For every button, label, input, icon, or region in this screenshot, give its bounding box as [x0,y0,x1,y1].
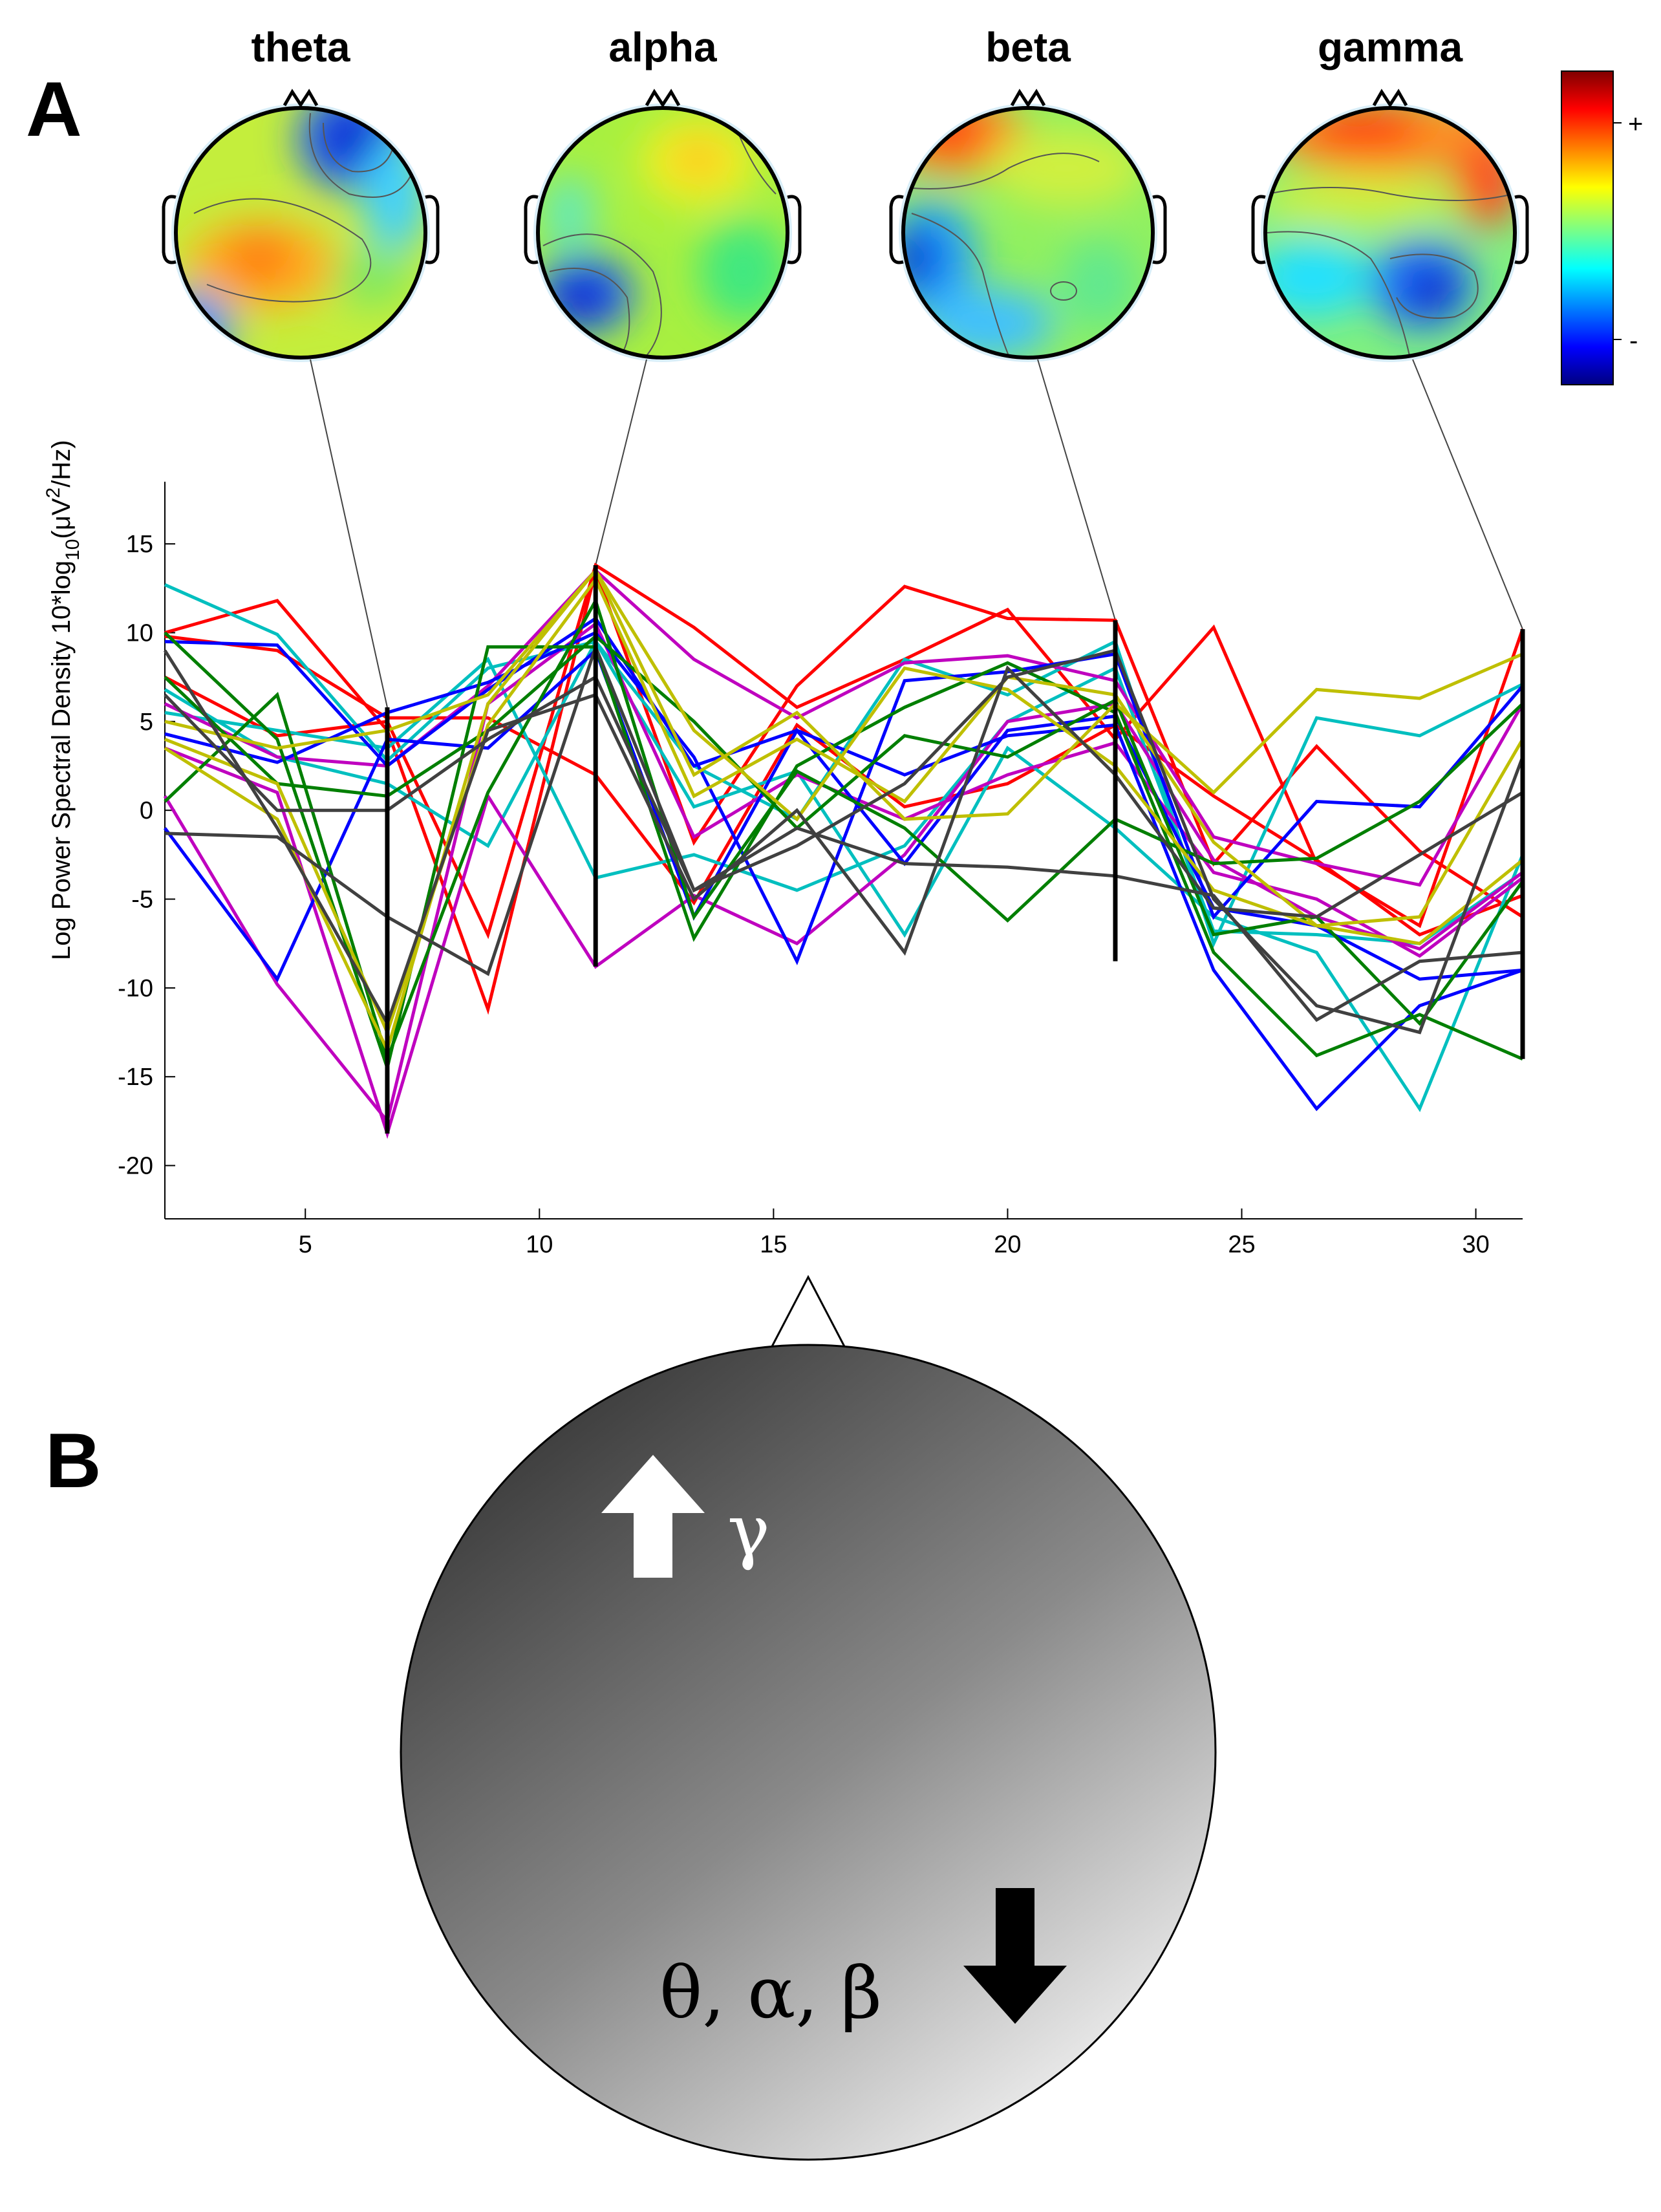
connector-theta [310,359,388,708]
panel-b-label: B [45,1417,102,1504]
series-line-ch17 [164,576,1524,1037]
band-title-theta: theta [252,24,350,70]
band-markers [385,565,1525,1134]
y-tick-label: -5 [131,886,153,914]
series-line-ch3 [164,634,1523,937]
y-tick-label: -15 [118,1064,153,1091]
panel-b-head: γ θ, α, β [400,1274,1217,2161]
x-tick-label: 30 [1462,1231,1489,1258]
band-title-gamma: gamma [1318,24,1463,70]
series-line-ch7 [164,702,1524,1139]
chart-series [163,563,1525,1139]
gamma-symbol: γ [727,1489,770,1572]
connector-gamma [1412,359,1523,630]
connector-beta [1037,359,1116,621]
series-line-ch11 [164,630,1524,965]
topomap-alpha [524,89,802,362]
head-circle [400,1344,1217,2161]
connector-alpha [595,359,647,566]
y-tick-label: 15 [126,531,153,558]
series-line-ch6 [164,656,1524,945]
colorbar-minus-label: - [1629,327,1638,355]
colorbar: + - [1561,70,1643,385]
up-arrow-icon [601,1455,705,1578]
series-line-ch12 [163,647,1523,983]
y-tick-label: -10 [118,975,153,1002]
series-line-ch2 [164,563,1525,940]
x-tick-label: 15 [760,1231,787,1258]
series-line-ch10 [164,616,1523,1111]
series-line-ch16 [164,567,1523,1055]
series-line-ch20 [164,649,1525,1035]
band-title-alpha: alpha [608,24,717,70]
y-tick-label: 10 [126,619,153,647]
x-tick-label: 5 [299,1231,312,1258]
theta-alpha-beta-symbols: θ, α, β [659,1951,882,2034]
series-line-ch1 [164,564,1524,1015]
series-line-ch18 [164,568,1525,928]
x-tick-label: 25 [1228,1231,1255,1258]
y-axis-label: Log Power Spectral Density 10*log10(μV2/… [43,440,83,960]
y-tick-label: 5 [140,709,153,736]
topomap-connectors [310,359,1523,708]
topomap-beta [889,89,1167,362]
y-tick-label: 0 [140,797,153,824]
x-tick-label: 10 [526,1231,553,1258]
series-line-ch19 [164,642,1523,1022]
series-line-ch13 [164,631,1523,1074]
psd-chart: 5 10 15 20 25 30 15 10 5 0 -5 -10 -15 -20 Log Power S… [43,440,1525,1258]
series-line-ch4 [164,583,1524,949]
series-line-ch5 [164,638,1525,1113]
panel-b-connector [768,1274,848,1352]
chart-axes: 5 10 15 20 25 30 15 10 5 0 -5 -10 -15 -20 [118,482,1523,1258]
topomap-gamma [1251,89,1529,362]
down-arrow-icon [963,1888,1067,2024]
band-title-beta: beta [985,24,1071,70]
series-line-ch14 [164,596,1524,1064]
panel-a-label: A [26,66,82,153]
series-line-ch21 [163,649,1524,1027]
topomap-theta [162,89,440,362]
colorbar-plus-label: + [1628,110,1643,138]
y-tick-label: -20 [118,1153,153,1180]
x-tick-label: 20 [994,1231,1021,1258]
